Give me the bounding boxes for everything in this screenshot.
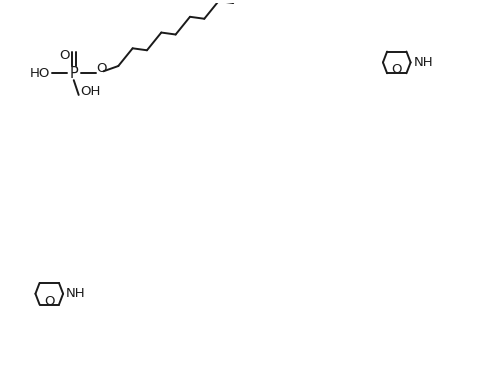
- Text: OH: OH: [81, 85, 101, 98]
- Text: O: O: [59, 49, 70, 62]
- Text: O: O: [44, 295, 54, 308]
- Text: O: O: [392, 63, 402, 76]
- Text: HO: HO: [30, 67, 50, 80]
- Text: O: O: [97, 62, 107, 75]
- Text: NH: NH: [414, 56, 433, 69]
- Text: NH: NH: [66, 287, 86, 300]
- Text: P: P: [69, 66, 78, 81]
